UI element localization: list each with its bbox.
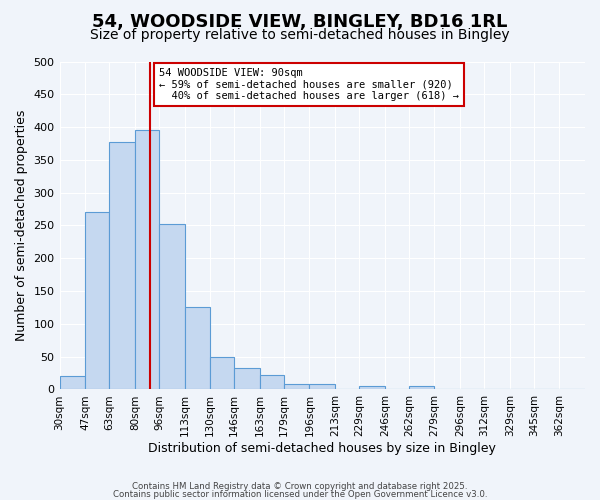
Bar xyxy=(59,376,85,390)
Bar xyxy=(185,308,210,390)
Text: Contains HM Land Registry data © Crown copyright and database right 2025.: Contains HM Land Registry data © Crown c… xyxy=(132,482,468,491)
Text: 54 WOODSIDE VIEW: 90sqm
← 59% of semi-detached houses are smaller (920)
  40% of: 54 WOODSIDE VIEW: 90sqm ← 59% of semi-de… xyxy=(159,68,459,102)
Bar xyxy=(85,212,109,390)
Bar xyxy=(159,224,185,390)
X-axis label: Distribution of semi-detached houses by size in Bingley: Distribution of semi-detached houses by … xyxy=(148,442,496,455)
Bar xyxy=(210,356,234,390)
Bar xyxy=(359,386,385,390)
Bar xyxy=(409,386,434,390)
Y-axis label: Number of semi-detached properties: Number of semi-detached properties xyxy=(15,110,28,341)
Bar xyxy=(284,384,310,390)
Text: Contains public sector information licensed under the Open Government Licence v3: Contains public sector information licen… xyxy=(113,490,487,499)
Text: Size of property relative to semi-detached houses in Bingley: Size of property relative to semi-detach… xyxy=(90,28,510,42)
Bar xyxy=(310,384,335,390)
Bar xyxy=(109,142,135,390)
Bar xyxy=(135,130,159,390)
Bar xyxy=(260,375,284,390)
Bar xyxy=(234,368,260,390)
Text: 54, WOODSIDE VIEW, BINGLEY, BD16 1RL: 54, WOODSIDE VIEW, BINGLEY, BD16 1RL xyxy=(92,12,508,30)
